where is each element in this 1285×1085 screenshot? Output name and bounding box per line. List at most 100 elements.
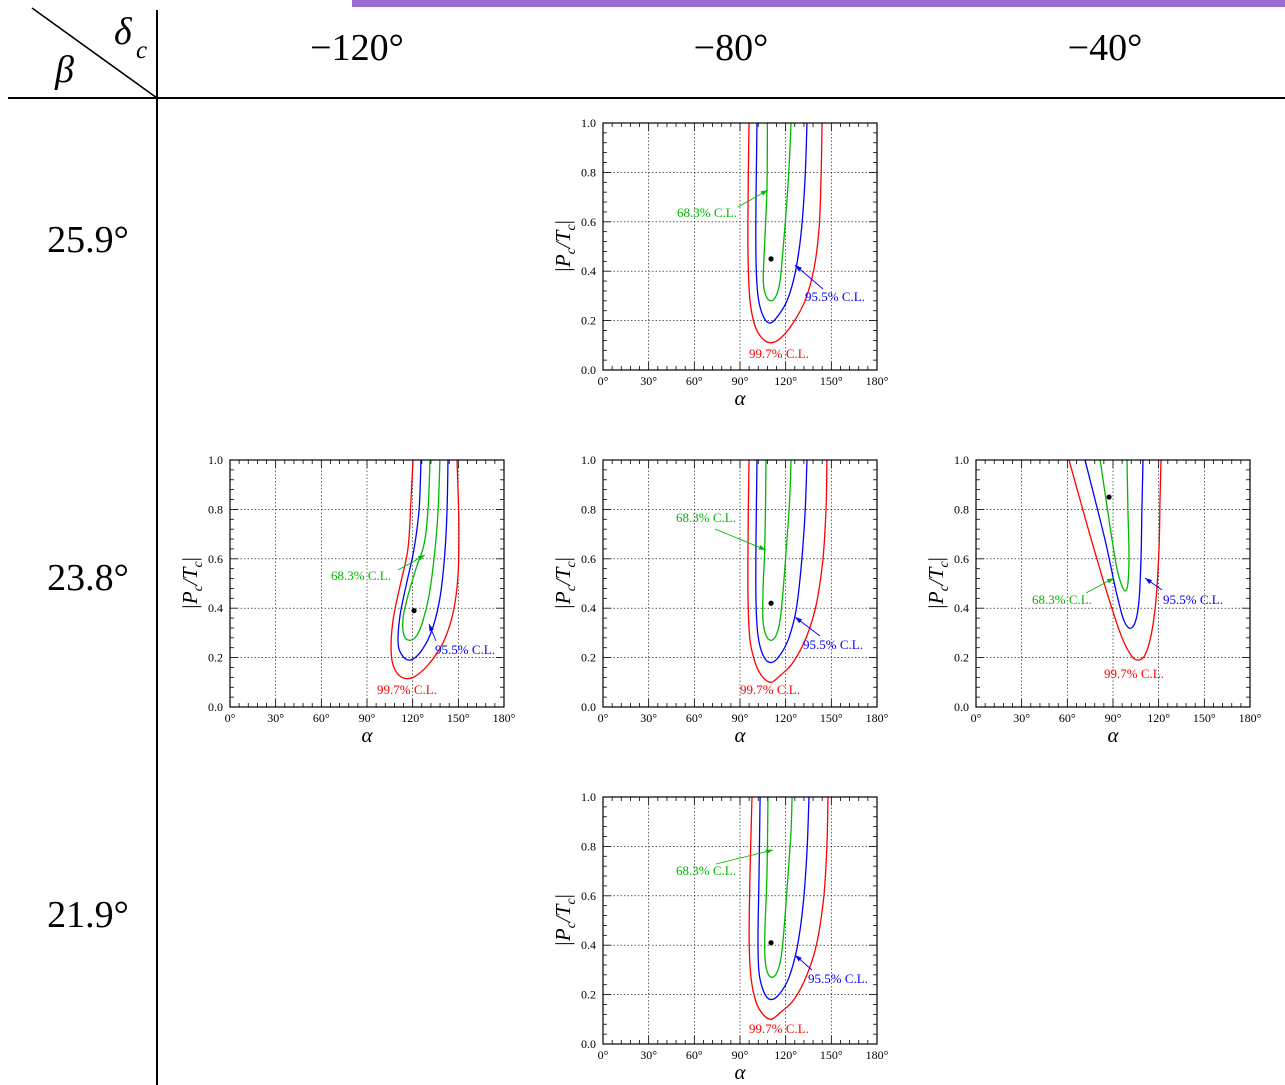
best-fit-point	[768, 600, 774, 606]
y-tick-label: 0.6	[954, 552, 969, 566]
confidence-level-label: 68.3% C.L.	[331, 568, 391, 583]
y-tick-label: 0.2	[581, 988, 596, 1002]
plot-frame	[602, 122, 878, 371]
x-tick-label: 150°	[820, 1048, 843, 1062]
x-axis-title: α	[734, 386, 746, 410]
x-tick-label: 0°	[598, 1048, 609, 1062]
x-tick-label: 30°	[640, 1048, 657, 1062]
y-axis-title-subscript: c	[564, 584, 579, 591]
x-tick-label: 90°	[732, 1048, 749, 1062]
x-tick-label: 30°	[640, 711, 657, 725]
contour-95-5-cl-line	[1084, 460, 1144, 629]
y-axis-title-part: /T	[924, 566, 948, 586]
y-axis-title-part: |	[551, 894, 575, 898]
y-axis-title-part: |	[178, 557, 202, 561]
y-axis-title-part: /T	[551, 903, 575, 923]
y-axis-title-part: |	[924, 557, 948, 561]
best-fit-point	[768, 256, 774, 262]
y-tick-label: 1.0	[581, 116, 596, 130]
x-tick-label: 180°	[1239, 711, 1262, 725]
confidence-level-label: 99.7% C.L.	[377, 682, 437, 697]
y-tick-label: 0.2	[581, 651, 596, 665]
y-axis-title: |Pc/Tc|	[178, 557, 206, 610]
contour-68-3-cl-line	[762, 123, 792, 302]
confidence-level-label: 95.5% C.L.	[803, 637, 863, 652]
column-header-0: −120°	[310, 27, 404, 69]
confidence-level-label: 95.5% C.L.	[435, 642, 495, 657]
y-axis-title-subscript: c	[564, 247, 579, 254]
contour-99-7-cl-line	[748, 797, 829, 1020]
y-tick-label: 1.0	[581, 790, 596, 804]
confidence-level-label: 68.3% C.L.	[1032, 592, 1092, 607]
y-axis-title-subscript: c	[564, 921, 579, 928]
x-tick-label: 150°	[820, 711, 843, 725]
y-axis-title-part: |P	[551, 928, 575, 947]
x-tick-label: 60°	[313, 711, 330, 725]
contour-plot: 0° 30° 60° 90° 120° 150° 180° 0.0 0.2 0.4 0.6 0.8 1.…	[178, 453, 516, 747]
x-tick-label: 0°	[971, 711, 982, 725]
y-axis-title-part: /T	[551, 229, 575, 249]
x-tick-label: 0°	[598, 374, 609, 388]
x-tick-label: 120°	[774, 1048, 797, 1062]
x-tick-label: 90°	[732, 711, 749, 725]
x-tick-label: 60°	[686, 711, 703, 725]
contour-95-5-cl-line	[755, 123, 808, 324]
y-tick-label: 0.8	[208, 502, 223, 516]
x-tick-label: 120°	[401, 711, 424, 725]
confidence-level-label: 95.5% C.L.	[808, 971, 868, 986]
y-tick-label: 0.8	[581, 165, 596, 179]
y-tick-label: 0.6	[208, 552, 223, 566]
column-header-1: −80°	[694, 27, 769, 69]
annotation-arrowhead-icon	[795, 955, 802, 962]
annotation-arrowhead-icon	[758, 545, 766, 550]
contour-99-7-cl-line	[747, 123, 823, 344]
x-tick-label: 0°	[598, 711, 609, 725]
annotation-arrow-line	[714, 528, 767, 551]
y-axis-title-subscript: c	[564, 561, 579, 568]
x-tick-label: 60°	[686, 1048, 703, 1062]
y-tick-label: 0.0	[208, 700, 223, 714]
annotation-arrowhead-icon	[1106, 578, 1114, 584]
y-tick-label: 0.6	[581, 889, 596, 903]
contour-lines	[747, 460, 828, 683]
y-axis-title: |Pc/Tc|	[551, 220, 579, 273]
y-axis-title-subscript: c	[937, 561, 952, 568]
y-tick-label: 0.8	[581, 839, 596, 853]
best-fit-point	[1106, 494, 1112, 500]
confidence-level-label: 99.7% C.L.	[1104, 666, 1164, 681]
contour-68-3-cl-line	[1099, 460, 1130, 592]
plot-frame	[602, 459, 878, 708]
y-tick-label: 0.2	[954, 651, 969, 665]
x-tick-label: 120°	[774, 711, 797, 725]
contour-lines	[748, 797, 829, 1020]
y-tick-label: 0.6	[581, 215, 596, 229]
y-tick-label: 1.0	[208, 453, 223, 467]
annotation-arrowhead-icon	[1145, 578, 1153, 584]
contour-plot: 0° 30° 60° 90° 120° 150° 180° 0.0 0.2 0.4 0.6 0.8 1.…	[551, 453, 889, 747]
x-tick-label: 30°	[1013, 711, 1030, 725]
x-tick-label: 90°	[1105, 711, 1122, 725]
x-tick-label: 180°	[866, 711, 889, 725]
contour-68-3-cl-line	[764, 797, 793, 978]
column-header-2: −40°	[1068, 27, 1143, 69]
y-tick-label: 0.8	[954, 502, 969, 516]
x-axis-title: α	[734, 1060, 746, 1084]
y-axis-title-part: |P	[924, 591, 948, 610]
confidence-level-label: 95.5% C.L.	[1163, 592, 1223, 607]
y-axis-title: |Pc/Tc|	[924, 557, 952, 610]
y-axis-title: |Pc/Tc|	[551, 894, 579, 947]
y-axis-title-part: /T	[551, 566, 575, 586]
contour-plot: 0° 30° 60° 90° 120° 150° 180° 0.0 0.2 0.4 0.6 0.8 1.…	[551, 790, 889, 1084]
y-axis-title-part: /T	[178, 566, 202, 586]
annotation-arrow-line	[715, 849, 774, 865]
y-tick-label: 0.4	[581, 601, 596, 615]
header-diagonal-divider	[31, 7, 158, 99]
y-tick-label: 0.2	[581, 314, 596, 328]
plot-frame	[229, 459, 505, 708]
y-axis-title-subscript: c	[191, 584, 206, 591]
x-tick-label: 180°	[866, 374, 889, 388]
y-tick-label: 0.4	[954, 601, 969, 615]
contour-99-7-cl-line	[747, 460, 828, 683]
y-axis-title-part: |P	[178, 591, 202, 610]
column-variable-symbol: δ	[114, 11, 133, 53]
